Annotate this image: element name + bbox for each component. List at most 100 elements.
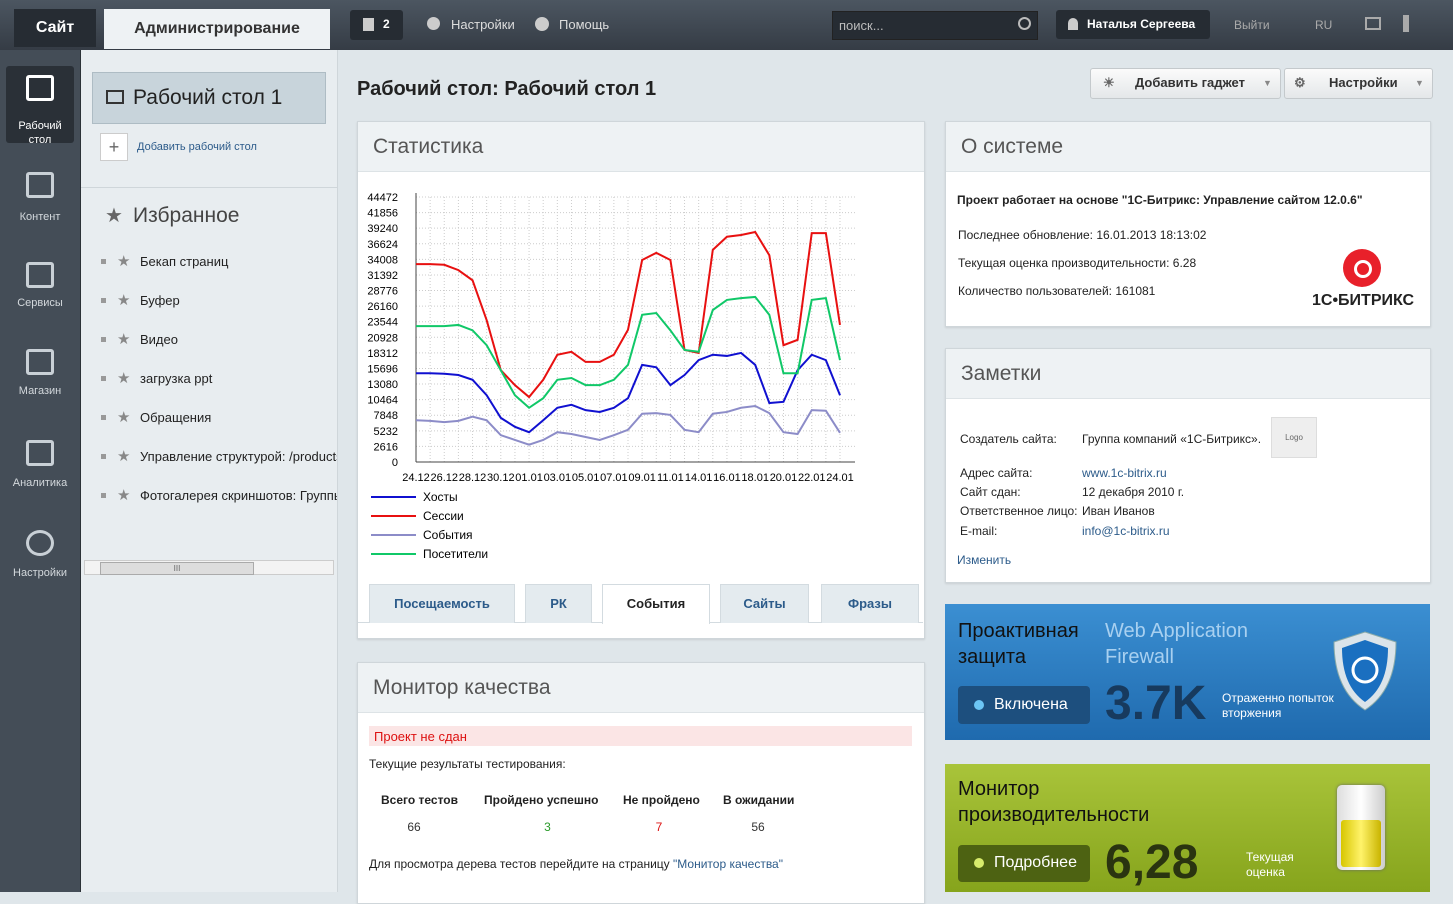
note-label: Адрес сайта: <box>960 466 1032 480</box>
sidebar-label[interactable]: Аналитика <box>8 476 72 490</box>
settings-link[interactable]: Настройки <box>451 17 515 32</box>
system-users: Количество пользователей: 161081 <box>958 284 1155 298</box>
favorite-text: Бекап страниц <box>140 254 228 269</box>
y-tick-label: 34008 <box>367 254 398 266</box>
widget-header: Монитор качества <box>358 663 924 713</box>
favorite-text: Обращения <box>140 410 211 425</box>
quality-value: 7 <box>623 820 695 834</box>
star: ★ <box>117 447 130 465</box>
bullet <box>101 259 106 264</box>
sidebar-label[interactable]: Контент <box>8 210 72 224</box>
star: ★ <box>117 252 130 270</box>
quality-value: 56 <box>723 820 793 834</box>
sidebar-label[interactable]: Рабочий стол <box>8 119 72 147</box>
bullet <box>101 298 106 303</box>
stats-tab[interactable]: РК <box>525 584 592 623</box>
stats-tab[interactable]: Посещаемость <box>369 584 515 623</box>
y-tick-label: 31392 <box>367 270 398 282</box>
keyboard-icon[interactable] <box>1365 17 1381 30</box>
y-tick-label: 39240 <box>367 223 398 235</box>
y-tick-label: 2616 <box>374 441 398 453</box>
scroll-thumb[interactable]: III <box>100 562 254 575</box>
chart: 0261652327848104641308015696183122092823… <box>357 171 924 581</box>
pin-icon[interactable] <box>1403 15 1409 32</box>
note-label: Сайт сдан: <box>960 485 1021 499</box>
quality-value: 3 <box>484 820 611 834</box>
system-project: Проект работает на основе "1С-Битрикс: У… <box>957 193 1363 207</box>
bullet <box>101 493 106 498</box>
system-updated: Последнее обновление: 16.01.2013 18:13:0… <box>958 228 1206 242</box>
sidebar-label[interactable]: Сервисы <box>8 296 72 310</box>
note-value[interactable]: www.1c-bitrix.ru <box>1082 466 1167 480</box>
x-tick-label: 24.12 <box>402 472 430 484</box>
x-tick-label: 09.01 <box>628 472 656 484</box>
y-tick-label: 7848 <box>374 410 398 422</box>
note-value[interactable]: info@1c-bitrix.ru <box>1082 524 1170 538</box>
system-rating: Текущая оценка производительности: 6.28 <box>958 256 1196 270</box>
x-tick-label: 14.01 <box>685 472 713 484</box>
legend-label: События <box>423 528 473 542</box>
page-title: Рабочий стол: Рабочий стол 1 <box>357 78 656 101</box>
notif-icon <box>363 18 374 31</box>
settings-button[interactable]: ⚙Настройки▼ <box>1284 68 1433 99</box>
sidebar-icon <box>26 262 54 288</box>
note-label: Создатель сайта: <box>960 432 1057 446</box>
battery-level <box>1341 820 1381 867</box>
stats-tab[interactable]: Фразы <box>821 584 919 623</box>
widget-header: Статистика <box>358 122 924 172</box>
widget-header: О системе <box>946 122 1430 172</box>
y-tick-label: 44472 <box>367 192 398 204</box>
add-gadget-button[interactable]: ☀Добавить гаджет▼ <box>1090 68 1281 99</box>
note-value: 12 декабря 2010 г. <box>1082 485 1184 499</box>
sidebar-label[interactable]: Магазин <box>8 384 72 398</box>
user-icon <box>1068 18 1078 30</box>
legend-label: Сессии <box>423 509 464 523</box>
widget-header: Заметки <box>946 349 1430 399</box>
x-tick-label: 24.01 <box>826 472 854 484</box>
status-text: Включена <box>994 696 1068 714</box>
note-label: E-mail: <box>960 524 997 538</box>
caret: ▼ <box>1415 69 1424 97</box>
x-tick-label: 16.01 <box>713 472 741 484</box>
bullet <box>101 376 106 381</box>
button-text: Добавить гаджет <box>1135 69 1245 97</box>
quality-header: Всего тестов <box>381 793 458 807</box>
caret: ▼ <box>1263 69 1272 97</box>
y-tick-label: 41856 <box>367 208 398 220</box>
bullet <box>101 415 106 420</box>
logout-link[interactable]: Выйти <box>1234 18 1270 32</box>
sidebar-icon <box>26 75 54 101</box>
stats-tab[interactable]: Сайты <box>720 584 809 623</box>
stats-tab[interactable]: События <box>602 584 710 624</box>
favorite-text: Управление структурой: /products/ <box>140 449 337 464</box>
x-tick-label: 28.12 <box>459 472 487 484</box>
proactive-count: 3.7K <box>1105 676 1206 731</box>
y-tick-label: 0 <box>392 457 398 469</box>
proactive-count-label: Отраженно попыток вторжения <box>1222 691 1342 721</box>
help-link[interactable]: Помощь <box>559 17 609 32</box>
bullet <box>101 337 106 342</box>
quality-link[interactable]: "Монитор качества" <box>673 857 783 871</box>
button-text: Настройки <box>1329 69 1398 97</box>
bitrix-logo-mark <box>1354 260 1372 278</box>
notes-edit[interactable]: Изменить <box>957 553 1011 567</box>
settings-icon <box>427 17 440 30</box>
sidebar-label[interactable]: Настройки <box>8 566 72 580</box>
y-tick-label: 13080 <box>367 379 398 391</box>
widget-title: Монитор качества <box>373 676 551 700</box>
sidebar-icon <box>26 530 54 556</box>
notif-count: 2 <box>383 17 390 31</box>
lang-select[interactable]: RU <box>1315 18 1332 32</box>
note-value: Иван Иванов <box>1082 504 1155 518</box>
details-text: Подробнее <box>994 854 1077 872</box>
x-tick-label: 11.01 <box>657 472 684 484</box>
y-tick-label: 15696 <box>367 363 398 375</box>
y-tick-label: 23544 <box>367 317 398 329</box>
notif-button[interactable] <box>350 10 403 40</box>
favorite-text: загрузка ppt <box>140 371 212 386</box>
x-tick-label: 05.01 <box>572 472 600 484</box>
sidebar-icon <box>26 172 54 198</box>
legend-label: Посетители <box>423 547 488 561</box>
quality-footer: Для просмотра дерева тестов перейдите на… <box>369 857 783 871</box>
